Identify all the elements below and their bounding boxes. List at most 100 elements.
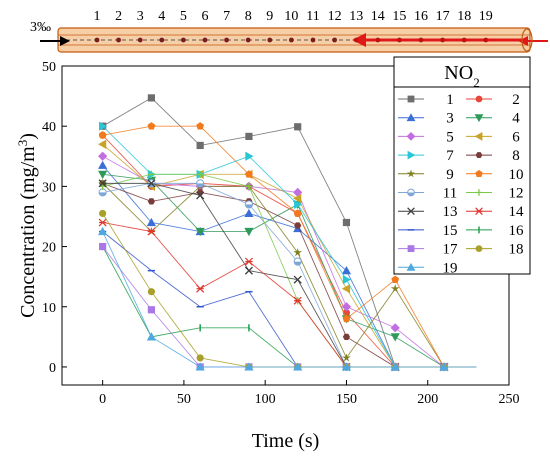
data-point [244,208,254,218]
x-tick-label: 0 [99,392,106,407]
sensor-dot [440,37,445,43]
data-point [390,362,400,371]
data-point [293,275,302,284]
section-number: 4 [158,9,165,24]
legend-label: 1 [446,92,454,108]
data-point [294,222,302,229]
data-point [196,354,204,362]
section-number: 3 [137,9,144,24]
data-point [147,170,155,178]
legend-item: 3 [398,111,454,127]
y-tick-label: 0 [49,361,56,376]
legend-item: 5 [398,129,454,145]
legend-label: 11 [443,186,457,202]
series-19 [98,226,477,371]
sensor-dot [289,37,294,43]
y-axis-title-sup: 3 [15,140,30,147]
section-number: 19 [479,9,493,24]
data-point [147,198,155,205]
data-point [475,207,483,216]
data-point [407,188,415,197]
legend-item: 19 [398,260,458,276]
legend-item: 4 [466,111,520,127]
legend-item: 16 [466,223,524,239]
data-point [244,227,254,237]
data-point [147,179,156,188]
sensor-dot [202,37,208,43]
tunnel-diagram: 3‰ 1 2 3 4 5 6 7 8 9 10 11 12 13 14 15 16 17 18 19 [30,9,548,53]
slope-label: 3‰ [30,20,51,35]
data-point [439,362,449,371]
data-point [146,332,156,341]
legend-label: 2 [512,92,520,108]
legend-item: 12 [466,186,524,202]
legend-label: 18 [509,242,524,258]
legend-label: 16 [509,223,525,239]
data-point [475,95,483,103]
sensor-dot [353,37,359,43]
data-point [474,114,484,123]
legend-label: 6 [512,129,520,145]
legend-label: 4 [512,111,520,127]
data-point [342,314,351,323]
x-tick-label: 200 [417,392,438,407]
legend-label: 10 [509,167,524,183]
sensor-dot [461,37,467,43]
section-number: 18 [457,9,471,24]
data-point [196,191,205,200]
data-point [293,362,303,371]
data-point [341,362,352,371]
legend-box [393,56,531,275]
data-point [195,227,205,237]
data-point [475,169,483,177]
x-axis-title: Time (s) [252,430,320,452]
data-point [294,123,302,131]
data-point [342,275,352,285]
sensor-dot [310,37,316,43]
red-flow-arrowhead [352,33,366,47]
data-point [341,266,352,275]
legend-label: 19 [443,260,458,276]
line-chart: 0 50 100 150 200 250 0 10 20 30 40 50 Time (s) Conc… [15,56,531,452]
inlet-arrowhead [60,36,70,46]
legend-title-main: NO [444,62,473,84]
data-point [293,296,302,305]
section-number: 11 [306,9,319,24]
section-number: 8 [245,9,252,24]
data-point [244,257,253,266]
legend-item: 2 [466,92,520,108]
data-point [196,141,204,150]
data-point [342,353,351,362]
data-point [147,122,156,130]
data-point [475,152,483,159]
data-point [196,170,204,178]
data-point [245,132,253,141]
data-point [147,306,155,314]
data-point [98,160,108,169]
legend-title: NO2 [444,62,479,90]
data-point [98,218,107,227]
data-point [146,217,156,227]
sensor-dot [137,37,143,43]
data-point [245,151,254,161]
sensor-dot [159,37,165,43]
legend-item: 18 [466,242,524,258]
y-tick-label: 50 [42,60,56,75]
data-point [341,284,351,294]
data-point [98,170,108,179]
data-point [475,245,483,253]
data-point [474,132,483,141]
section-number: 10 [284,9,298,24]
sensor-dot [332,37,337,43]
sensor-dot [375,37,381,43]
sensor-dot [483,37,489,43]
section-number: 16 [414,9,428,24]
legend-label: 5 [446,129,454,145]
data-point [99,209,107,218]
data-point [196,179,205,188]
data-point [147,227,156,236]
section-number: 13 [349,9,363,24]
data-point [196,284,205,293]
sensor-dot [116,37,121,43]
